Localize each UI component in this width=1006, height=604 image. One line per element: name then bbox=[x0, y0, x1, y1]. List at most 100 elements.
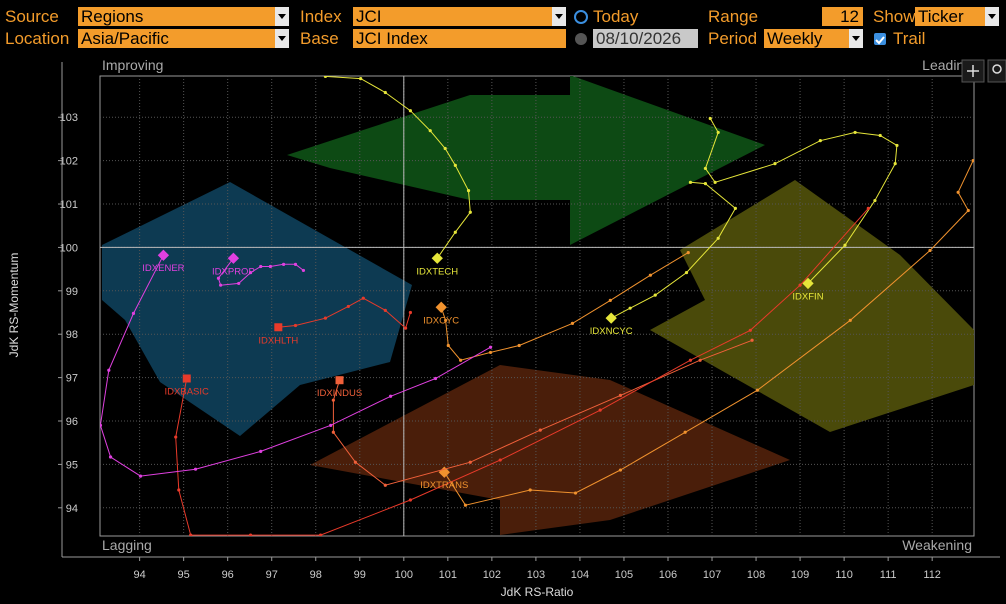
trail-point bbox=[688, 180, 693, 184]
y-tick-label: 103 bbox=[60, 112, 78, 124]
trail bbox=[332, 339, 753, 486]
trail-point bbox=[361, 296, 365, 300]
trail-point bbox=[853, 130, 857, 135]
trail-point bbox=[329, 423, 333, 427]
x-tick-label: 104 bbox=[571, 569, 589, 581]
trail-point bbox=[873, 198, 877, 203]
label: Show bbox=[873, 7, 916, 26]
trail-point bbox=[359, 77, 363, 81]
trail-point bbox=[708, 116, 712, 121]
trail-point bbox=[684, 270, 689, 275]
search-button[interactable] bbox=[987, 59, 1006, 83]
trail-point bbox=[573, 491, 578, 495]
x-tick-label: 95 bbox=[178, 569, 190, 581]
trail-point bbox=[323, 316, 328, 320]
trail-point bbox=[408, 310, 413, 315]
trail bbox=[217, 257, 304, 286]
trail-point bbox=[107, 368, 111, 372]
trail-point bbox=[750, 338, 754, 342]
label: Period bbox=[708, 29, 758, 48]
ticker-label: IDXHLTH bbox=[258, 335, 298, 346]
trail-checkbox[interactable] bbox=[874, 33, 886, 45]
dropdown-arrow[interactable] bbox=[552, 7, 566, 26]
ticker-label: IDXTECH bbox=[416, 266, 458, 277]
dropdown-arrow[interactable] bbox=[275, 7, 289, 26]
dropdown-arrow[interactable] bbox=[849, 29, 863, 48]
trail-point bbox=[463, 503, 468, 507]
index-dropdown[interactable]: JCI bbox=[353, 7, 566, 26]
end-marker bbox=[802, 277, 814, 290]
trail-point bbox=[216, 276, 221, 280]
ticker-label: IDXFIN bbox=[792, 291, 823, 302]
trail-point bbox=[703, 166, 708, 171]
trail bbox=[278, 297, 411, 329]
radio-today[interactable] bbox=[574, 10, 588, 24]
dropdown-arrow[interactable] bbox=[985, 7, 999, 26]
radio-date[interactable] bbox=[575, 33, 587, 45]
trail-point bbox=[459, 358, 463, 362]
range-input[interactable]: 12 bbox=[822, 7, 863, 26]
location-dropdown[interactable]: Asia/Pacific bbox=[78, 29, 289, 48]
trail-point bbox=[798, 283, 802, 287]
trail-point bbox=[733, 206, 737, 210]
base-input[interactable]: JCI Index bbox=[353, 29, 566, 48]
trail-point bbox=[683, 430, 687, 434]
trail-point bbox=[648, 273, 652, 277]
trail-point bbox=[971, 159, 974, 163]
date-input[interactable]: 08/10/2026 bbox=[593, 29, 698, 48]
trail-point bbox=[686, 251, 690, 255]
trail-point bbox=[688, 358, 693, 362]
quadrant-label: Lagging bbox=[102, 537, 152, 553]
label: Today bbox=[593, 7, 639, 26]
trail-point bbox=[488, 350, 493, 355]
x-tick-label: 100 bbox=[395, 569, 413, 581]
trail-point bbox=[408, 498, 413, 502]
ticker-label: IDXBASIC bbox=[165, 386, 209, 397]
source-dropdown[interactable]: Regions bbox=[78, 7, 289, 26]
trail-point bbox=[466, 188, 471, 193]
trail-point bbox=[716, 236, 720, 240]
trail-point bbox=[131, 311, 136, 315]
trail-point bbox=[301, 268, 306, 273]
trail-point bbox=[388, 394, 393, 398]
y-tick-label: 95 bbox=[66, 459, 78, 471]
trail-point bbox=[893, 162, 897, 166]
zoom-icon bbox=[967, 65, 979, 77]
trail-point bbox=[293, 323, 298, 328]
labels: 94 95 96 97 98 99 100 101 102 103 104 105 106 107 108 1… bbox=[60, 112, 941, 581]
period-dropdown[interactable]: Weekly bbox=[764, 29, 863, 48]
x-tick-label: 97 bbox=[266, 569, 278, 581]
ticker-label: IDXINDUS bbox=[317, 388, 362, 399]
label: Base bbox=[300, 29, 339, 48]
trail-point bbox=[818, 139, 822, 143]
trail-point bbox=[653, 293, 657, 297]
trail-point bbox=[248, 270, 253, 275]
x-tick-label: 94 bbox=[134, 569, 146, 581]
trail-point bbox=[928, 248, 932, 253]
x-tick-label: 102 bbox=[483, 569, 501, 581]
x-tick-label: 98 bbox=[310, 569, 322, 581]
trail-point bbox=[488, 345, 493, 349]
y-tick-label: 94 bbox=[66, 503, 78, 515]
value: Regions bbox=[81, 7, 144, 26]
quadrant-label: Leading bbox=[922, 57, 972, 73]
value: Weekly bbox=[767, 29, 823, 48]
trail-point bbox=[453, 163, 457, 167]
y-axis-label: JdK RS-Momentum bbox=[7, 253, 21, 358]
ticker-label: IDXCYC bbox=[423, 315, 459, 326]
arrow-brown bbox=[310, 365, 790, 535]
search-icon bbox=[992, 64, 1002, 74]
y-tick-label: 97 bbox=[66, 373, 78, 385]
x-tick-label: 106 bbox=[659, 569, 677, 581]
value: JCI bbox=[356, 7, 382, 26]
x-tick-label: 96 bbox=[222, 569, 234, 581]
x-axis-label: JdK RS-Ratio bbox=[501, 585, 574, 599]
trail-point bbox=[748, 328, 752, 332]
trail-point bbox=[468, 210, 472, 214]
trail-point bbox=[174, 435, 178, 439]
label: Location bbox=[5, 29, 70, 48]
trail bbox=[610, 181, 737, 319]
dropdown-arrow[interactable] bbox=[275, 29, 289, 48]
trail-point bbox=[598, 408, 602, 412]
show-dropdown[interactable]: Ticker bbox=[915, 7, 999, 26]
